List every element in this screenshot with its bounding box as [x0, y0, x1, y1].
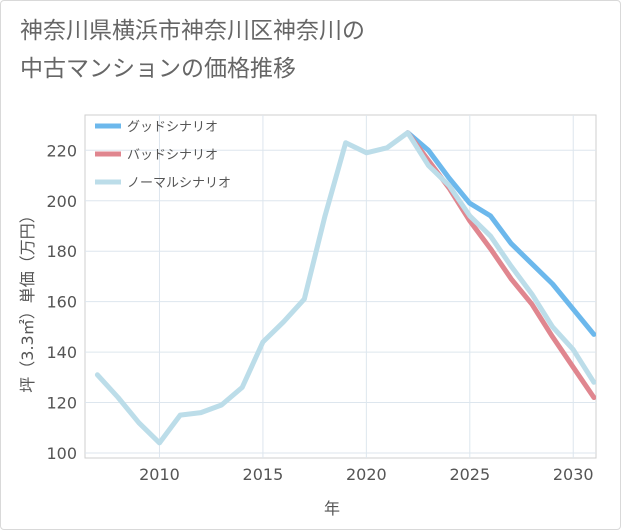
x-ticks: 2010 2015 2020 2025 2030: [139, 465, 593, 484]
legend-label-1: バッドシナリオ: [127, 148, 218, 163]
y-tick-label: 140: [46, 343, 77, 362]
grid: [85, 115, 596, 458]
y-tick-label: 180: [46, 242, 77, 261]
y-tick-label: 100: [46, 444, 77, 463]
x-tick-label: 2010: [139, 465, 180, 484]
x-tick-label: 2030: [553, 465, 594, 484]
x-tick-label: 2020: [346, 465, 387, 484]
x-tick-label: 2025: [449, 465, 490, 484]
chart-title-line1: 神奈川県横浜市神奈川区神奈川の: [20, 18, 365, 44]
series-lines: [94, 130, 596, 446]
y-tick-label: 160: [46, 293, 77, 312]
legend-label-0: グッドシナリオ: [127, 120, 218, 135]
chart-title-line2: 中古マンションの価格推移: [20, 56, 296, 82]
chart-title: 神奈川県横浜市神奈川区神奈川の 中古マンションの価格推移: [20, 12, 600, 88]
y-tick-label: 120: [46, 394, 77, 413]
plot-area: [84, 114, 597, 459]
series-line-2: [94, 130, 596, 446]
y-tick-label: 200: [46, 192, 77, 211]
y-ticks: 100 120 140 160 180 200 220: [46, 141, 77, 463]
legend-label-2: ノーマルシナリオ: [127, 176, 231, 191]
x-tick-label: 2015: [243, 465, 284, 484]
y-axis-label: 坪（3.3㎡）単価（万円）: [18, 207, 37, 392]
x-axis-label: 年: [324, 499, 340, 518]
y-tick-label: 220: [46, 141, 77, 160]
series-line-0: [405, 130, 596, 337]
